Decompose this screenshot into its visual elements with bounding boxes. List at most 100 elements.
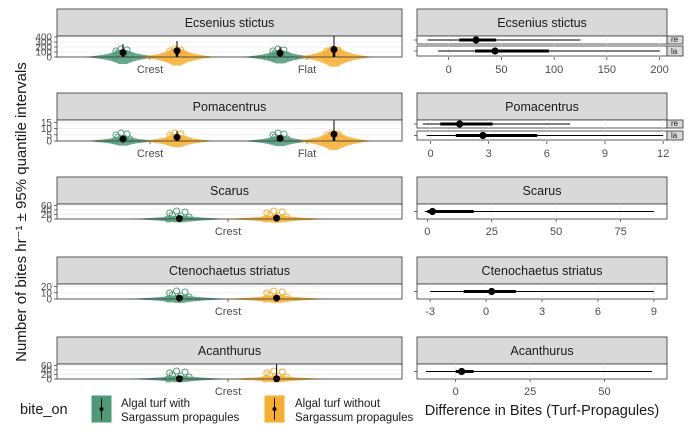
left-ctenochaetus-striatus-estimate-point bbox=[175, 294, 183, 302]
legend-label-1b: Sargassum propagules bbox=[121, 412, 240, 424]
left-ctenochaetus-striatus-plot-border bbox=[56, 283, 403, 300]
left-pomacentrus-raw-point bbox=[269, 131, 277, 139]
right-acanthurus-strip bbox=[416, 336, 668, 365]
right-ecsenius-stictus-point-estimate bbox=[472, 36, 480, 44]
left-acanthurus-raw-point bbox=[173, 367, 181, 375]
right-ctenochaetus-striatus-tick-label-x: 6 bbox=[595, 306, 601, 318]
right-pomacentrus-side-strip bbox=[666, 130, 684, 141]
left-pomacentrus-raw-point bbox=[337, 135, 345, 143]
left-ctenochaetus-striatus-estimate-point bbox=[273, 294, 281, 302]
right-scarus-tick-label-x: 50 bbox=[550, 226, 562, 238]
left-scarus-strip-title: Scarus bbox=[210, 184, 249, 198]
left-pomacentrus-raw-point bbox=[283, 135, 291, 143]
left-pomacentrus-strip bbox=[56, 92, 403, 121]
left-pomacentrus-estimate-point bbox=[119, 135, 127, 143]
left-ctenochaetus-striatus-plot-bg bbox=[57, 284, 402, 299]
left-ecsenius-stictus-strip-title: Ecsenius stictus bbox=[185, 16, 275, 30]
right-pomacentrus-side-strip-label: la bbox=[671, 131, 678, 140]
left-ctenochaetus-striatus-raw-point bbox=[181, 288, 189, 296]
left-ecsenius-stictus-raw-point bbox=[337, 51, 345, 59]
right-scarus-point-estimate bbox=[428, 207, 437, 216]
left-scarus-raw-point bbox=[278, 208, 286, 216]
right-ecsenius-stictus-tick-label-x: 100 bbox=[545, 64, 563, 76]
left-ecsenius-stictus-raw-point bbox=[323, 47, 331, 55]
legend: bite_on Algal turf with Sargassum propag… bbox=[20, 395, 414, 424]
left-scarus-tick-label-y: 40 bbox=[41, 205, 53, 216]
left-ctenochaetus-striatus-strip-title: Ctenochaetus striatus bbox=[169, 264, 290, 278]
right-scarus-strip-title: Scarus bbox=[523, 184, 562, 198]
right-scarus-strip bbox=[416, 176, 668, 205]
left-scarus-raw-point bbox=[270, 207, 278, 215]
right-ecsenius-stictus-side-strip-label: re bbox=[671, 35, 679, 44]
left-ecsenius-stictus-tick-label-y: 100 bbox=[35, 48, 52, 59]
left-pomacentrus-plot-border bbox=[56, 119, 403, 142]
right-pomacentrus-tick-label-x: 6 bbox=[544, 148, 550, 160]
left-scarus-strip bbox=[56, 176, 403, 205]
left-scarus-raw-point bbox=[282, 213, 290, 221]
right-x-axis-label: Difference in Bites (Turf-Propagules) bbox=[425, 403, 660, 419]
left-ctenochaetus-striatus-raw-point bbox=[166, 289, 174, 297]
left-ctenochaetus-striatus-raw-point bbox=[278, 288, 286, 296]
left-pomacentrus-tick-label-y: 15 bbox=[41, 118, 53, 129]
left-ecsenius-stictus-tick-label-y: 300 bbox=[35, 38, 52, 49]
right-pomacentrus-tick-label-x: 9 bbox=[602, 148, 608, 160]
left-pomacentrus-raw-point bbox=[280, 130, 288, 138]
left-acanthurus-raw-point bbox=[166, 369, 174, 377]
left-ecsenius-stictus-raw-point bbox=[112, 47, 120, 55]
right-ecsenius-stictus-side-strip bbox=[666, 45, 684, 57]
left-ecsenius-stictus-tick-label-y: 0 bbox=[46, 53, 52, 64]
right-pomacentrus-tick-label-x: 12 bbox=[657, 148, 669, 160]
left-ecsenius-stictus-plot-border bbox=[56, 35, 403, 58]
right-ecsenius-stictus-side-strip bbox=[666, 35, 684, 45]
left-pomacentrus-raw-point bbox=[180, 135, 188, 143]
right-ctenochaetus-striatus-strip-title: Ctenochaetus striatus bbox=[482, 264, 603, 278]
left-scarus-raw-point bbox=[263, 209, 271, 217]
y-axis-label: Number of bites hr⁻¹ ± 95% quantile inte… bbox=[13, 62, 30, 362]
right-pomacentrus-point-estimate bbox=[479, 131, 487, 140]
right-ecsenius-stictus-tick-label-x: 150 bbox=[598, 64, 616, 76]
left-acanthurus-tick-label-y: 0 bbox=[46, 375, 52, 386]
left-ecsenius-stictus-estimate-point bbox=[173, 47, 181, 55]
left-pomacentrus-estimate-point bbox=[330, 130, 338, 138]
right-ctenochaetus-striatus-strip bbox=[416, 256, 668, 285]
left-pomacentrus-raw-point bbox=[123, 130, 131, 138]
left-ecsenius-stictus-raw-point bbox=[269, 47, 277, 55]
left-ecsenius-stictus-estimate-point bbox=[119, 49, 127, 56]
right-acanthurus-tick-label-x: 25 bbox=[524, 386, 536, 398]
right-ctenochaetus-striatus-point-estimate bbox=[488, 287, 496, 296]
left-scarus-category-label: Crest bbox=[215, 226, 241, 238]
left-ctenochaetus-striatus-tick-label-y: 20 bbox=[41, 282, 53, 293]
left-pomacentrus-estimate-point bbox=[173, 133, 181, 141]
left-scarus-raw-point bbox=[185, 213, 193, 221]
right-acanthurus-tick-label-x: 50 bbox=[598, 386, 610, 398]
left-pomacentrus-category-label: Crest bbox=[137, 148, 163, 160]
legend-key-point-1 bbox=[99, 407, 104, 411]
left-scarus-estimate-point bbox=[175, 215, 183, 223]
left-acanthurus-tick-label-y: 20 bbox=[41, 370, 53, 381]
left-ecsenius-stictus-tick-label-y: 200 bbox=[35, 43, 52, 54]
left-ctenochaetus-striatus-tick-label-y: 0 bbox=[46, 295, 52, 306]
left-ctenochaetus-striatus-raw-point bbox=[173, 287, 181, 295]
right-pomacentrus-tick-label-x: 0 bbox=[428, 148, 434, 160]
left-ecsenius-stictus-estimate-point bbox=[276, 49, 284, 57]
left-acanthurus-plot-border bbox=[56, 363, 403, 380]
left-scarus-raw-point bbox=[166, 209, 174, 217]
left-ctenochaetus-striatus-strip bbox=[56, 256, 403, 285]
left-ecsenius-stictus-raw-point bbox=[166, 47, 174, 55]
legend-label-2a: Algal turf without bbox=[295, 398, 381, 410]
left-pomacentrus-tick-label-y: 10 bbox=[41, 124, 53, 135]
left-pomacentrus-raw-point bbox=[166, 131, 174, 139]
right-ecsenius-stictus-strip bbox=[416, 8, 668, 37]
left-acanthurus-raw-point bbox=[185, 373, 193, 381]
right-scarus-tick-label-x: 75 bbox=[614, 226, 626, 238]
left-scarus-raw-point bbox=[173, 207, 181, 215]
legend-title: bite_on bbox=[20, 402, 68, 418]
left-acanthurus-strip-title: Acanthurus bbox=[198, 344, 261, 358]
left-pomacentrus-plot-bg bbox=[57, 120, 402, 141]
left-scarus-plot-border bbox=[56, 203, 403, 220]
right-ecsenius-stictus-tick-label-x: 0 bbox=[446, 64, 452, 76]
left-acanthurus-raw-point bbox=[278, 368, 286, 376]
right-ctenochaetus-striatus-tick-label-x: 0 bbox=[483, 306, 489, 318]
left-pomacentrus-tick-label-y: 0 bbox=[46, 137, 52, 148]
